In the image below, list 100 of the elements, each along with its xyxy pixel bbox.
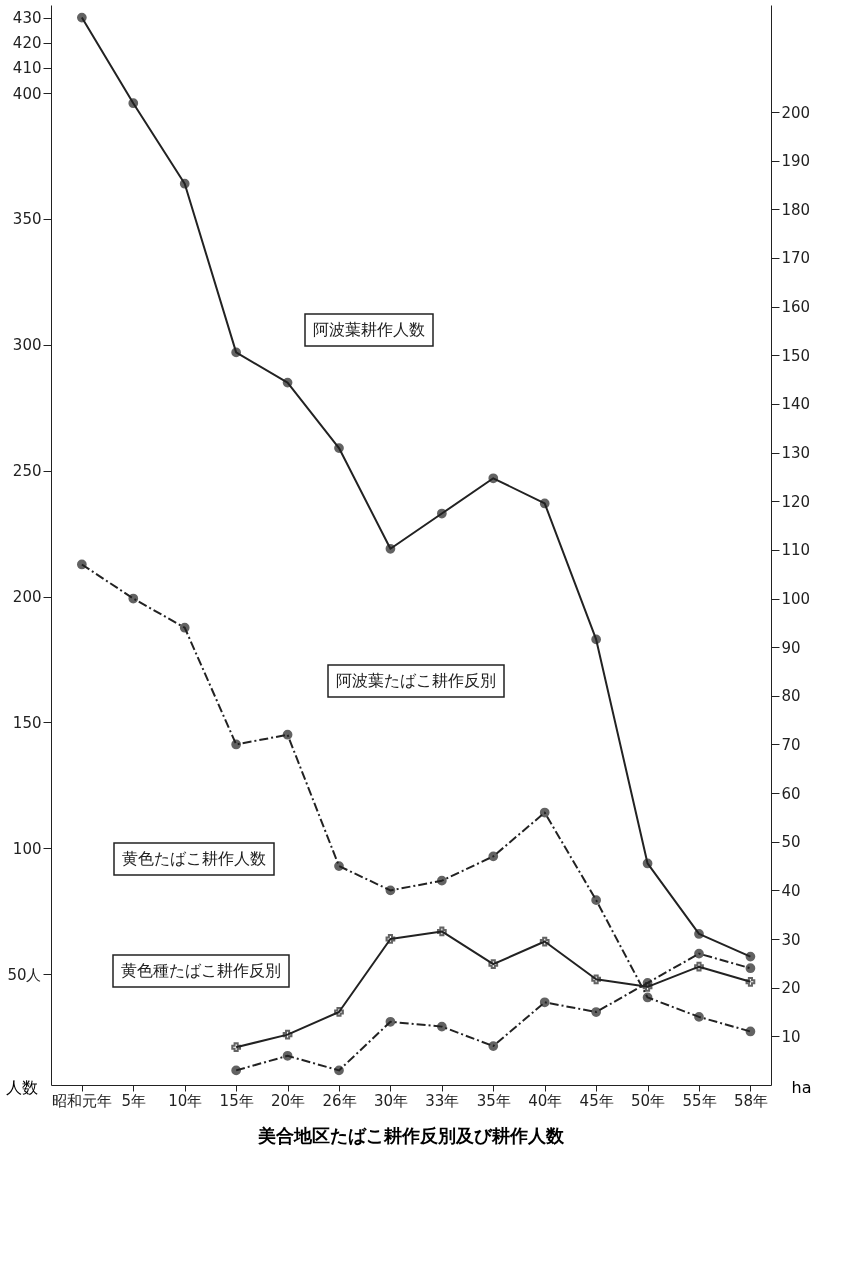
y2-tick-label: 200 (781, 103, 811, 122)
y-tick-label: 400 (12, 84, 42, 103)
x-tick-label: 40年 (528, 1091, 563, 1110)
point (745, 1026, 756, 1037)
point (694, 961, 704, 972)
y2-tick-label: 60 (781, 784, 801, 803)
point (334, 1065, 344, 1076)
point (745, 976, 756, 987)
point (436, 508, 447, 519)
point (76, 559, 87, 570)
point (591, 1007, 602, 1017)
y2-tick-label: 130 (781, 444, 811, 463)
y-tick-label: 410 (12, 59, 42, 78)
y2-tick-label: 150 (781, 346, 811, 365)
point (488, 959, 499, 970)
y-tick-label: 200 (12, 588, 42, 607)
y2-tick-label: 10 (781, 1027, 801, 1046)
y2-tick-label: 70 (781, 735, 801, 754)
x-tick-label: 5年 (121, 1091, 147, 1110)
point (745, 951, 756, 962)
y2-tick-label: 140 (781, 395, 811, 414)
point (539, 807, 550, 818)
point (488, 473, 499, 484)
y-tick-label: 350 (12, 210, 42, 229)
x-tick-label: 15年 (219, 1091, 254, 1110)
x-tick-label: 昭和元年 (52, 1091, 113, 1110)
point (282, 1029, 293, 1040)
x-tick-label: 33年 (425, 1091, 460, 1110)
y2-tick-label: 120 (781, 492, 811, 511)
point (591, 634, 602, 645)
text: 美合地区たばこ耕作反別及び耕作人数 (257, 1125, 565, 1146)
point (488, 1041, 499, 1051)
x-tick-label: 20年 (271, 1091, 306, 1110)
point (282, 377, 293, 388)
point (231, 347, 242, 358)
x-tick-label: 35年 (476, 1091, 511, 1110)
point (385, 543, 396, 554)
point (334, 443, 344, 453)
point (539, 498, 550, 509)
point (488, 851, 499, 862)
point (231, 1065, 242, 1076)
y-tick-label: 300 (12, 336, 42, 355)
text: 黄色たばこ耕作人数 (122, 849, 266, 868)
point (231, 739, 242, 750)
y2-tick-label: 110 (781, 541, 811, 560)
point (282, 1050, 293, 1061)
y2-tick-label: 40 (781, 881, 801, 900)
point (385, 934, 396, 944)
y-tick-label: 50人 (7, 965, 42, 984)
y2-axis-title: ha (791, 1077, 812, 1097)
y2-tick-label: 20 (781, 979, 801, 998)
y2-tick-label: 90 (781, 638, 801, 657)
point (179, 622, 190, 633)
y-axis-title: 人数 (5, 1077, 38, 1097)
point (642, 977, 653, 988)
point (642, 992, 653, 1003)
point (128, 98, 139, 109)
point (694, 1012, 704, 1022)
y2-tick-label: 180 (781, 200, 811, 219)
x-tick-label: 26年 (322, 1091, 357, 1110)
point (334, 1007, 344, 1017)
y2-tick-label: 100 (781, 590, 811, 609)
point (591, 974, 602, 985)
y-tick-label: 420 (12, 34, 42, 53)
point (436, 926, 447, 937)
x-tick-label: 45年 (579, 1091, 614, 1110)
point (694, 948, 704, 959)
point (436, 1021, 447, 1032)
text: 阿波葉たばこ耕作反別 (336, 671, 496, 690)
x-tick-label: 50年 (631, 1091, 666, 1110)
point (591, 895, 602, 905)
y2-tick-label: 170 (781, 249, 811, 268)
point (76, 12, 87, 23)
point (334, 861, 344, 871)
point (539, 997, 550, 1008)
x-tick-label: 58年 (733, 1091, 768, 1110)
point (436, 875, 447, 886)
y2-tick-label: 160 (781, 298, 811, 317)
point (179, 178, 190, 189)
y2-tick-label: 50 (781, 833, 801, 852)
point (385, 885, 396, 896)
y-tick-label: 100 (12, 839, 42, 858)
y-tick-label: 430 (12, 9, 42, 28)
y-tick-label: 150 (12, 713, 42, 732)
point (231, 1042, 242, 1053)
point (128, 593, 139, 604)
point (642, 858, 653, 869)
y2-tick-label: 80 (781, 687, 801, 706)
x-tick-label: 10年 (168, 1091, 203, 1110)
y-tick-label: 250 (12, 462, 42, 481)
point (282, 729, 293, 740)
y2-tick-label: 30 (781, 930, 801, 949)
point (539, 936, 550, 947)
y2-tick-label: 190 (781, 152, 811, 171)
text: 阿波葉耕作人数 (313, 320, 425, 339)
point (745, 963, 756, 974)
x-tick-label: 55年 (682, 1091, 717, 1110)
text: 黄色種たばこ耕作反別 (121, 961, 281, 980)
point (694, 929, 704, 939)
x-tick-label: 30年 (373, 1091, 408, 1110)
